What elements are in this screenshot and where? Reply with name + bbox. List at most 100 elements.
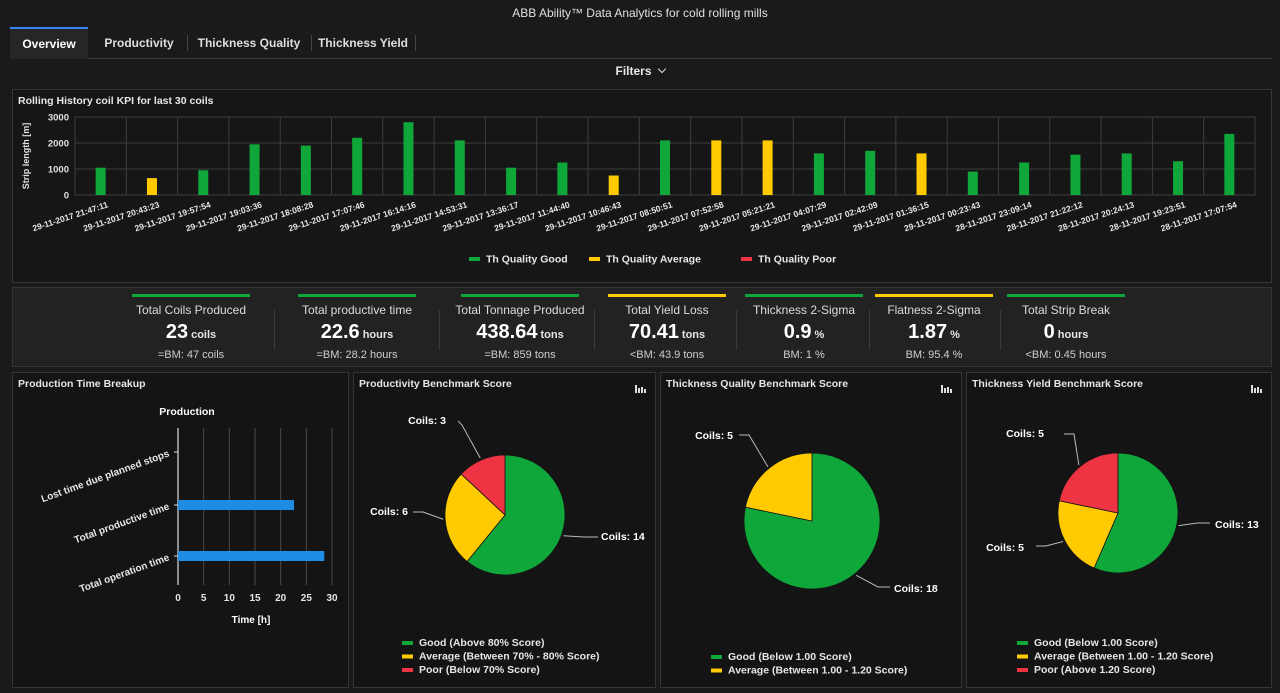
bar (711, 140, 722, 195)
x-axis-label: Time [h] (232, 615, 271, 626)
bar (813, 153, 824, 195)
tab-thickness-quality[interactable]: Thickness Quality (197, 36, 301, 50)
bar (1019, 162, 1030, 195)
legend-label: Poor (Above 1.20 Score) (1034, 664, 1155, 676)
y-tick-label: 1000 (48, 165, 69, 176)
kpi-benchmark: =BM: 859 tons (484, 349, 556, 361)
x-tick-label: 10 (224, 593, 236, 604)
legend-swatch (711, 655, 722, 659)
data-label: Coils: 6 (370, 506, 408, 518)
y-tick-label: Total productive time (73, 501, 172, 546)
legend-label: Th Quality Good (486, 254, 568, 266)
kpi-divider (438, 310, 440, 350)
bar (178, 551, 325, 561)
kpi-card: Total Coils Produced 23 coils =BM: 47 coils (125, 294, 257, 361)
pie-slice (743, 452, 881, 590)
kpi-number: 23 (165, 321, 189, 343)
connector-line (855, 574, 890, 588)
legend-swatch (711, 668, 722, 673)
kpi-card: Total Yield Loss 70.41 tons <BM: 43.9 tons (601, 294, 733, 361)
legend-label: Good (Above 80% Score) (419, 637, 544, 649)
kpi-number: 438.64 (476, 321, 538, 343)
bar (762, 140, 773, 195)
bar (967, 171, 978, 195)
chevron-down-icon (657, 64, 666, 74)
legend-label: Th Quality Poor (758, 254, 836, 266)
connector-line (1064, 433, 1080, 465)
kpi-status-bar (132, 294, 250, 297)
legend-label: Good (Below 1.00 Score) (728, 651, 852, 663)
kpi-number: 70.41 (628, 321, 679, 343)
bar (249, 144, 260, 195)
legend-swatch (1017, 668, 1028, 672)
connector-line (1178, 522, 1210, 527)
pie-slice (460, 454, 506, 516)
kpi-value: 1.87% (868, 321, 1000, 344)
x-tick-label: 20 (275, 593, 287, 604)
pie-slice (444, 473, 506, 563)
chart-menu-icon[interactable] (1251, 383, 1263, 393)
data-label: Coils: 5 (695, 430, 733, 442)
y-tick-label: 3000 (48, 113, 69, 124)
kpi-value: 70.41 tons (601, 321, 733, 344)
chart-menu-icon[interactable] (941, 383, 953, 393)
kpi-card: Total Strip Break 0 hours <BM: 0.45 hours (1000, 294, 1132, 361)
bar (1173, 161, 1184, 195)
bar (557, 162, 568, 195)
tab-overview[interactable]: Overview (10, 27, 88, 59)
kpi-status-bar (745, 294, 863, 297)
tab-separator (187, 35, 188, 51)
thickness-yield-benchmark-title: Thickness Yield Benchmark Score (972, 378, 1143, 390)
legend-label: Poor (Below 70% Score) (419, 664, 540, 676)
bar (403, 122, 414, 195)
connector-line (563, 535, 598, 538)
data-label: Coils: 5 (986, 542, 1024, 554)
kpi-divider (274, 310, 275, 350)
kpi-divider (869, 310, 870, 350)
tab-separator (415, 35, 416, 51)
kpi-unit: hours (362, 329, 394, 341)
tab-thickness-yield[interactable]: Thickness Yield (317, 36, 409, 50)
kpi-status-bar (461, 294, 579, 297)
data-label: Coils: 14 (601, 531, 645, 543)
bar (865, 150, 876, 195)
data-label: Coils: 13 (1215, 519, 1259, 531)
thickness-quality-pie-chart: Coils: 18 Coils: 5 Good (Below 1.00 Score)… (695, 430, 938, 677)
tab-separator (311, 35, 312, 51)
pie-slice (744, 452, 813, 522)
kpi-benchmark: =BM: 28.2 hours (316, 349, 398, 361)
kpi-value: 0.9% (738, 321, 870, 344)
bar (146, 178, 157, 195)
bar (1070, 154, 1081, 195)
kpi-card: Total productive time 22.6 hours =BM: 28.2 … (291, 294, 423, 361)
kpi-number: 0 (1043, 321, 1055, 343)
kpi-label: Total Yield Loss (625, 303, 709, 317)
kpi-label: Total productive time (301, 303, 413, 317)
connector-line (739, 434, 769, 467)
bar (198, 170, 209, 195)
legend-label: Average (Between 1.00 - 1.20 Score) (1034, 651, 1213, 663)
y-axis-label: Strip length [m] (21, 123, 31, 190)
y-tick-label: 0 (64, 191, 69, 202)
kpi-label: Total Coils Produced (135, 303, 247, 317)
kpi-benchmark: BM: 95.4 % (905, 349, 963, 361)
kpi-unit: % (814, 329, 825, 341)
kpi-card: Flatness 2-Sigma 1.87% BM: 95.4 % (868, 294, 1000, 361)
pie-slice (1093, 452, 1179, 574)
thickness-yield-pie-chart: Coils: 13 Coils: 5 Coils: 5 Good (Below 1.0… (986, 428, 1259, 676)
legend-swatch (469, 257, 480, 261)
kpi-label: Thickness 2-Sigma (752, 303, 856, 317)
chart-title: Production (159, 406, 214, 418)
bar (608, 175, 619, 195)
legend-label: Good (Below 1.00 Score) (1034, 637, 1158, 649)
kpi-benchmark: BM: 1 % (783, 349, 825, 361)
bar (454, 140, 465, 195)
legend-swatch (1017, 654, 1028, 659)
bar (506, 167, 517, 195)
bar (1121, 153, 1132, 195)
filters-toggle[interactable]: Filters (0, 64, 1280, 84)
kpi-unit: % (950, 329, 960, 341)
kpi-card: Thickness 2-Sigma 0.9% BM: 1 % (738, 294, 870, 361)
tab-productivity[interactable]: Productivity (104, 36, 174, 50)
chart-menu-icon[interactable] (635, 383, 647, 393)
